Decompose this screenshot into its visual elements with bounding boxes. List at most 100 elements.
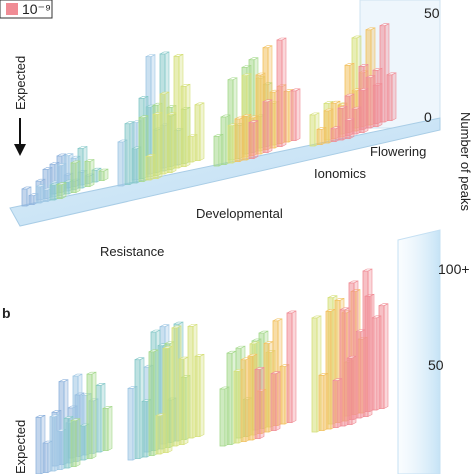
- bar-top: [339, 307, 350, 311]
- bar-top: [162, 346, 173, 349]
- bar-top: [290, 88, 301, 92]
- legend-label: 10⁻⁹: [22, 1, 51, 17]
- bar-top: [145, 54, 156, 57]
- bar-side: [107, 405, 113, 451]
- bar: [134, 359, 141, 459]
- bar: [220, 116, 227, 165]
- bar-top: [262, 99, 273, 103]
- bar: [127, 388, 134, 461]
- bar: [213, 135, 220, 167]
- bar-top: [72, 373, 83, 377]
- bar: [84, 161, 91, 187]
- bar-top: [173, 54, 184, 57]
- expected-label: Expected: [13, 56, 28, 110]
- bar-top: [227, 77, 238, 81]
- bar: [279, 366, 286, 425]
- bar-side: [199, 353, 205, 437]
- bar: [386, 74, 393, 121]
- bar: [346, 357, 353, 425]
- bar-top: [159, 91, 170, 95]
- bar: [262, 101, 269, 153]
- bar-top: [272, 318, 283, 322]
- bar-top: [263, 341, 274, 344]
- back-wall: [397, 229, 441, 474]
- chart-panel-a: 10⁻⁹ Expected 50 0 Number of peaks Resis…: [0, 0, 473, 259]
- bar-side: [157, 111, 163, 179]
- bar: [290, 90, 297, 141]
- bar-top: [358, 64, 369, 67]
- bar: [187, 325, 194, 439]
- bar-top: [150, 329, 161, 333]
- bar: [194, 104, 201, 161]
- bar-top: [254, 367, 265, 370]
- bar-top: [102, 406, 113, 409]
- bar-side: [253, 120, 259, 159]
- bar: [247, 355, 254, 441]
- bar-top: [248, 120, 259, 123]
- bar-top: [348, 280, 359, 284]
- bar: [98, 170, 105, 181]
- bar-top: [49, 414, 60, 418]
- bar-top: [134, 357, 145, 360]
- bar: [263, 343, 270, 433]
- category-label: Flowering: [370, 144, 426, 159]
- chart-floor: [9, 117, 441, 227]
- bar: [131, 148, 138, 184]
- bar-top: [276, 37, 287, 41]
- bar-top: [337, 105, 348, 109]
- bar-top: [220, 114, 231, 118]
- bar: [330, 128, 337, 142]
- bar: [240, 359, 247, 442]
- bar-top: [148, 349, 159, 353]
- bar-top: [255, 72, 266, 76]
- bar-top: [258, 330, 269, 334]
- bar-top: [35, 415, 46, 418]
- bar: [276, 39, 283, 147]
- bar-side: [349, 117, 355, 139]
- bar-top: [49, 182, 60, 186]
- bar: [35, 416, 42, 474]
- bar-top: [56, 153, 67, 157]
- z-tick-label: 50: [428, 357, 444, 373]
- bar: [124, 123, 131, 185]
- bar-top: [379, 23, 390, 26]
- bar: [56, 430, 63, 470]
- bar-top: [194, 102, 205, 106]
- bars-group-b: [35, 268, 389, 474]
- bar-top: [187, 324, 198, 327]
- bar: [194, 355, 201, 437]
- bar-top: [325, 309, 336, 312]
- bar-top: [178, 356, 189, 360]
- chart-panel-b: b Expected 100+ 50: [2, 229, 470, 474]
- bar: [70, 420, 77, 467]
- bar: [371, 317, 378, 411]
- bar: [178, 358, 185, 445]
- bar-top: [262, 45, 273, 49]
- bar: [226, 352, 233, 445]
- bar: [337, 107, 344, 141]
- bar: [286, 312, 293, 423]
- bar-top: [330, 100, 341, 104]
- bar-top: [362, 268, 373, 272]
- bar: [56, 184, 63, 199]
- bar: [141, 401, 148, 458]
- bar: [79, 425, 86, 461]
- bar-side: [75, 160, 81, 193]
- bar-top: [346, 355, 357, 359]
- expected-label: Expected: [13, 420, 28, 474]
- bar-top: [194, 354, 205, 357]
- z-tick-label: 100+: [438, 261, 470, 277]
- bar-top: [180, 83, 191, 87]
- bar: [21, 188, 28, 207]
- bar-side: [171, 112, 177, 173]
- bar-top: [159, 51, 170, 55]
- bar: [63, 418, 70, 469]
- bar: [28, 195, 35, 205]
- bar-top: [327, 295, 338, 298]
- bar-top: [248, 57, 259, 61]
- bar: [145, 156, 152, 181]
- bar: [86, 373, 93, 459]
- bar-top: [226, 350, 237, 354]
- category-label: Resistance: [100, 244, 164, 259]
